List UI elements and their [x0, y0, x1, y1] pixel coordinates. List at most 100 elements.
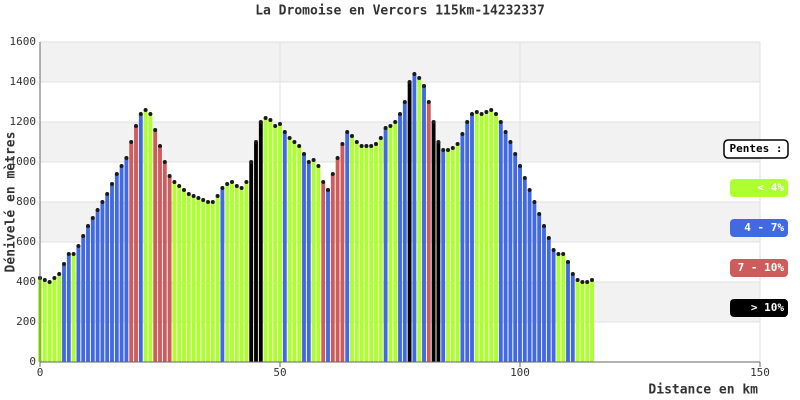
profile-bar — [330, 174, 335, 362]
profile-bar — [134, 126, 138, 362]
profile-bar — [537, 214, 542, 362]
profile-bar — [570, 274, 575, 362]
profile-bar — [210, 202, 215, 362]
profile-point — [383, 126, 388, 130]
profile-point — [76, 244, 81, 248]
profile-point — [436, 140, 441, 144]
profile-bar — [158, 146, 162, 362]
profile-point — [316, 164, 321, 168]
profile-point — [575, 278, 580, 282]
profile-point — [182, 188, 186, 192]
profile-point — [62, 262, 66, 266]
profile-point — [470, 112, 474, 116]
profile-bar — [542, 226, 546, 362]
profile-bar — [412, 74, 417, 362]
profile-bar — [513, 154, 518, 362]
profile-point — [518, 164, 522, 168]
profile-bar — [398, 114, 402, 362]
profile-point — [273, 124, 278, 128]
profile-point — [230, 180, 234, 184]
profile-bar — [321, 182, 326, 362]
profile-point — [335, 156, 340, 160]
profile-bar — [407, 82, 412, 362]
profile-bar — [148, 114, 153, 362]
profile-bar — [479, 114, 484, 362]
profile-bar — [556, 254, 561, 362]
profile-point — [422, 84, 426, 88]
profile-point — [556, 252, 561, 256]
profile-point — [359, 144, 364, 148]
profile-point — [532, 200, 537, 204]
y-tick-label: 200 — [16, 315, 36, 328]
profile-bar — [292, 142, 297, 362]
profile-point — [402, 100, 407, 104]
profile-bar — [206, 202, 210, 362]
profile-bar — [431, 122, 436, 362]
profile-point — [513, 152, 518, 156]
profile-point — [546, 236, 551, 240]
profile-bar — [119, 166, 124, 362]
profile-bar — [215, 196, 220, 362]
profile-point — [47, 280, 52, 284]
profile-bar — [143, 110, 148, 362]
profile-bar — [383, 128, 388, 362]
profile-bar — [196, 198, 201, 362]
profile-bar — [426, 102, 431, 362]
profile-bar — [234, 186, 239, 362]
profile-bar — [532, 202, 537, 362]
profile-point — [330, 172, 335, 176]
profile-bar — [172, 182, 177, 362]
profile-point — [398, 112, 402, 116]
profile-point — [86, 224, 90, 228]
y-tick-label: 600 — [16, 235, 36, 248]
profile-bar — [52, 278, 57, 362]
profile-point — [374, 142, 378, 146]
profile-bar — [201, 200, 206, 362]
profile-bar — [230, 182, 234, 362]
profile-point — [388, 124, 393, 128]
legend-title: Pentes : — [730, 142, 783, 155]
profile-bar — [335, 158, 340, 362]
profile-bar — [129, 142, 134, 362]
profile-bar — [66, 254, 71, 362]
profile-point — [124, 156, 129, 160]
profile-bar — [580, 282, 585, 362]
profile-bar — [273, 126, 278, 362]
profile-point — [177, 184, 182, 188]
profile-bar — [71, 254, 76, 362]
profile-bar — [86, 226, 90, 362]
profile-bar — [546, 238, 551, 362]
profile-point — [393, 120, 398, 124]
profile-bar — [422, 86, 426, 362]
y-tick-label: 1200 — [10, 115, 37, 128]
profile-point — [474, 110, 479, 114]
profile-bar — [561, 254, 566, 362]
profile-bar — [191, 196, 196, 362]
profile-point — [460, 132, 465, 136]
profile-point — [498, 120, 503, 124]
profile-bar — [441, 150, 446, 362]
profile-point — [57, 272, 62, 276]
x-tick-label: 100 — [510, 366, 530, 379]
legend-label: 4 - 7% — [744, 221, 784, 234]
profile-bar — [100, 202, 105, 362]
x-tick-label: 50 — [273, 366, 286, 379]
y-axis-title: Dénivelé en mètres — [4, 132, 19, 273]
profile-bar — [474, 112, 479, 362]
profile-bar — [42, 280, 47, 362]
profile-bar — [364, 146, 369, 362]
profile-bar — [62, 264, 66, 362]
profile-point — [326, 188, 330, 192]
profile-point — [143, 108, 148, 112]
profile-bar — [81, 236, 86, 362]
profile-point — [417, 76, 422, 80]
profile-point — [114, 172, 119, 176]
profile-point — [172, 180, 177, 184]
profile-point — [90, 216, 95, 220]
profile-point — [268, 118, 273, 122]
profile-point — [465, 120, 470, 124]
profile-point — [138, 112, 143, 116]
profile-bar — [354, 142, 359, 362]
profile-bar — [326, 190, 330, 362]
profile-point — [66, 252, 71, 256]
